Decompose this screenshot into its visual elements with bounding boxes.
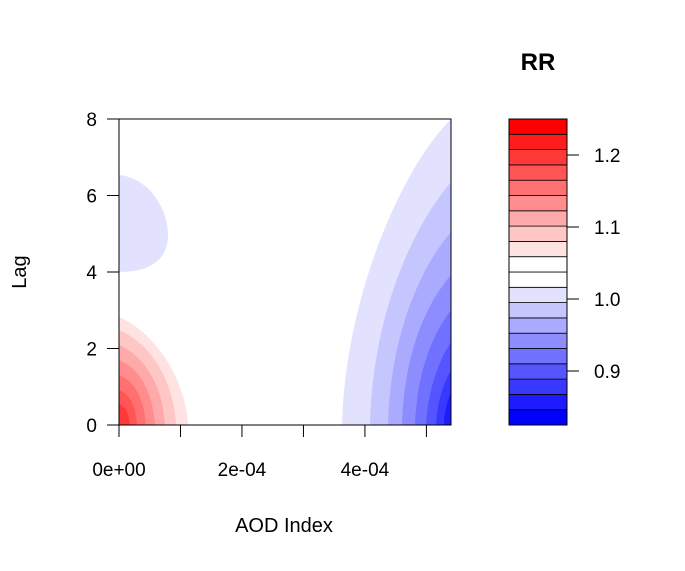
y-tick-label: 6 <box>86 187 97 208</box>
y-tick-label: 2 <box>86 340 97 361</box>
legend-band <box>508 302 568 319</box>
y-tick-label: 8 <box>86 110 97 131</box>
legend-band <box>508 195 568 212</box>
x-tick-label: 4e-04 <box>341 460 390 481</box>
legend-band <box>508 271 568 288</box>
legend-tick-label: 1.2 <box>594 146 620 167</box>
legend-band <box>508 210 568 227</box>
x-tick-label: 0e+00 <box>92 460 145 481</box>
red-contour-band-7 <box>119 404 130 425</box>
legend-band <box>508 225 568 242</box>
y-axis: 0 2 4 6 8 <box>86 110 120 437</box>
plot-area <box>119 119 451 425</box>
legend-band <box>508 179 568 196</box>
color-legend: RR 0.9 1.0 1.1 1.2 <box>508 49 620 426</box>
legend-tick-label: 1.1 <box>594 218 620 239</box>
legend-band <box>508 133 568 151</box>
legend-band <box>508 118 568 135</box>
x-tick-label: 2e-04 <box>218 460 267 481</box>
legend-band <box>508 348 568 365</box>
legend-band <box>508 393 568 411</box>
y-axis-title: Lag <box>9 255 31 288</box>
legend-band <box>508 317 568 334</box>
legend-tick-label: 1.0 <box>594 290 620 311</box>
legend-color-bands <box>508 118 568 426</box>
x-axis-title: AOD Index <box>235 515 333 537</box>
legend-border <box>508 118 568 426</box>
legend-band <box>508 149 568 166</box>
blue-contour-lobe-left <box>119 175 168 272</box>
x-axis: 0e+00 2e-04 4e-04 <box>92 424 427 481</box>
legend-band <box>508 286 568 303</box>
legend-band <box>508 256 568 273</box>
legend-ticks: 0.9 1.0 1.1 1.2 <box>567 146 620 383</box>
legend-band <box>508 240 568 258</box>
legend-band <box>508 363 568 380</box>
y-tick-label: 4 <box>86 263 97 284</box>
legend-title: RR <box>521 49 556 76</box>
legend-tick-label: 0.9 <box>594 362 620 383</box>
legend-band <box>508 378 568 395</box>
y-tick-label: 0 <box>86 416 97 437</box>
legend-band <box>508 332 568 349</box>
legend-band <box>508 409 568 426</box>
legend-band <box>508 164 568 181</box>
blue-contour-band-8 <box>444 392 451 425</box>
